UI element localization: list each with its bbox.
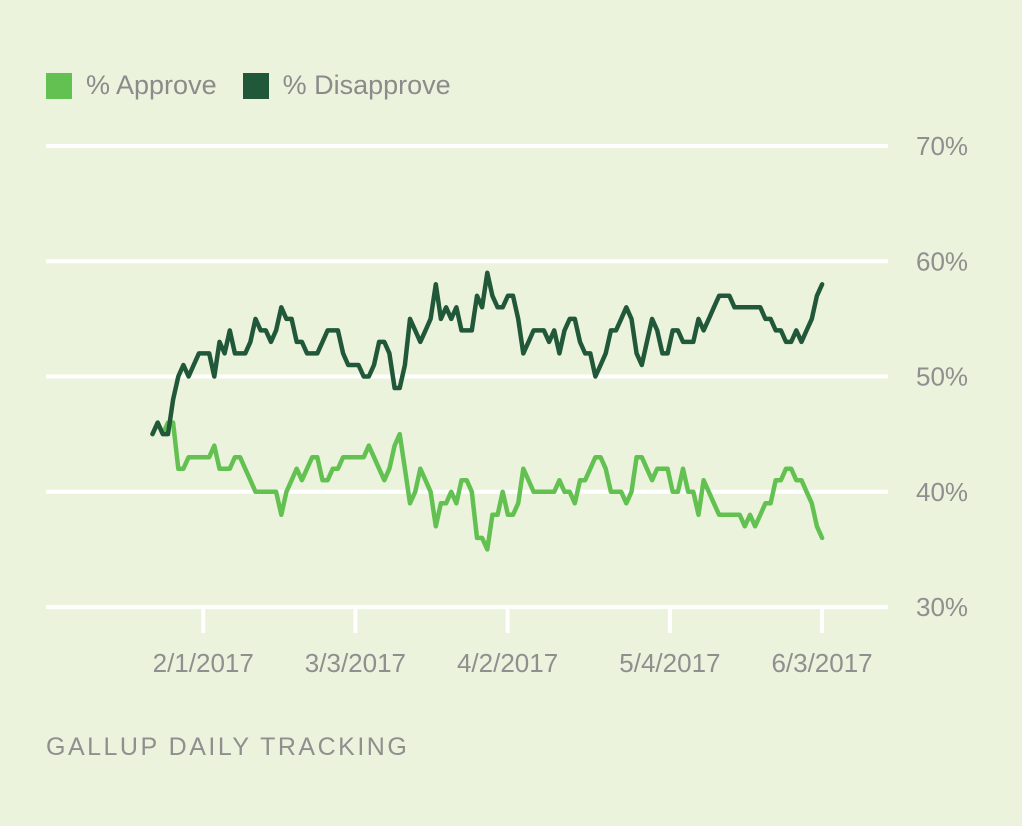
disapprove-swatch xyxy=(242,72,269,99)
y-axis: 30% 40% 50% 60% 70% xyxy=(916,131,968,622)
legend-item-approve: % Approve xyxy=(46,70,217,101)
y-tick-label: 70% xyxy=(916,131,968,161)
series xyxy=(150,270,825,552)
series-line-disapprove xyxy=(150,270,825,437)
x-tick-label: 2/1/2017 xyxy=(153,648,254,678)
gridlines xyxy=(46,144,888,609)
x-tick-label: 4/2/2017 xyxy=(457,648,558,678)
approve-swatch xyxy=(46,72,72,99)
source-label: GALLUP DAILY TRACKING xyxy=(46,733,410,761)
legend-item-disapprove: % Disapprove xyxy=(242,70,451,101)
y-tick-label: 40% xyxy=(916,477,968,507)
series-line-approve xyxy=(150,420,825,552)
legend: % Approve % Disapprove xyxy=(46,70,451,101)
x-tick-label: 6/3/2017 xyxy=(771,648,872,678)
x-tick-label: 5/4/2017 xyxy=(619,648,720,678)
y-tick-label: 30% xyxy=(916,592,968,622)
y-tick-label: 60% xyxy=(916,246,968,276)
x-tick-label: 3/3/2017 xyxy=(305,648,406,678)
x-axis: 2/1/2017 3/3/2017 4/2/2017 5/4/2017 6/3/2017 xyxy=(153,607,873,678)
legend-label-approve: % Approve xyxy=(86,70,217,100)
y-tick-label: 50% xyxy=(916,362,968,392)
legend-label-disapprove: % Disapprove xyxy=(282,70,451,100)
